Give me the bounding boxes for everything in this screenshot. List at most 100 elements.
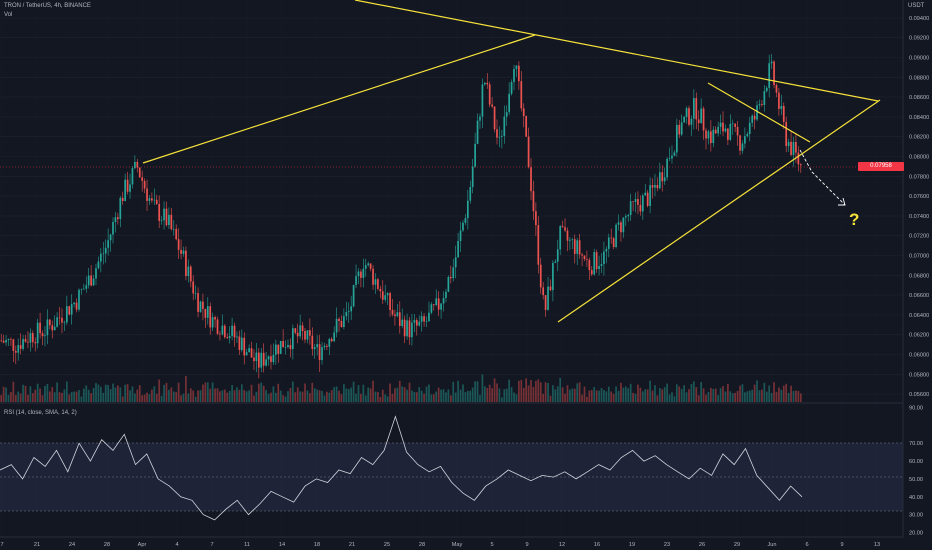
- volume-bar: [194, 396, 197, 402]
- candle-body: [768, 63, 771, 88]
- candle-body: [107, 240, 109, 248]
- volume-bar: [612, 393, 615, 402]
- candle-body: [537, 225, 540, 265]
- candle-body: [223, 325, 226, 338]
- volume-bar: [406, 389, 408, 402]
- candle-body: [415, 320, 418, 326]
- candle-body: [175, 228, 178, 240]
- candle-body: [588, 259, 591, 271]
- candle-body: [518, 65, 520, 82]
- volume-bar: [260, 382, 263, 402]
- candle-body: [471, 166, 474, 188]
- candle-body: [675, 124, 678, 153]
- volume-bar: [121, 396, 124, 402]
- candle-body: [372, 268, 374, 285]
- volume-bar: [753, 384, 756, 402]
- volume-bar: [435, 391, 438, 402]
- volume-bar: [10, 392, 12, 402]
- volume-bar: [31, 393, 34, 402]
- volume-bar: [447, 389, 450, 402]
- volume-bar: [525, 378, 528, 402]
- candle-body: [549, 286, 552, 291]
- candle-body: [751, 115, 754, 123]
- time-tick-label: 21: [349, 542, 355, 548]
- time-tick-label: 16: [594, 542, 600, 548]
- volume-bar: [219, 391, 221, 402]
- candle-body: [486, 82, 489, 85]
- candle-body: [24, 339, 27, 342]
- candle-body: [321, 347, 323, 361]
- candle-body: [304, 331, 306, 340]
- volume-bar: [515, 394, 518, 402]
- time-axis[interactable]: 7 21 24 28 Apr 4 7 11 14 18 21 25 28 May 5 9 12 16 19 23 26 2…: [0, 542, 880, 548]
- volume-bar: [785, 383, 788, 402]
- volume-bar: [518, 380, 520, 402]
- price-tick-label: 0.09000: [909, 55, 929, 61]
- candle-body: [569, 239, 571, 241]
- volume-bar: [214, 388, 216, 402]
- candle-body: [146, 188, 148, 201]
- candle-body: [717, 126, 720, 134]
- candle-body: [525, 115, 528, 137]
- candle-body: [671, 155, 673, 159]
- candle-body: [394, 314, 396, 317]
- candle-body: [27, 341, 29, 343]
- volume-bar: [7, 394, 10, 402]
- volume-bar: [617, 390, 620, 402]
- volume-bar: [39, 388, 41, 402]
- volume-bar: [430, 394, 433, 402]
- candle-body: [627, 214, 630, 217]
- candle-body: [693, 98, 695, 119]
- volume-bar: [508, 379, 510, 402]
- candle-body: [734, 123, 737, 127]
- candle-body: [73, 302, 75, 305]
- candle-body: [491, 104, 493, 107]
- candle-body: [279, 340, 282, 354]
- candle-body: [466, 200, 469, 219]
- volume-label: Vol: [4, 12, 13, 18]
- candle-body: [90, 275, 92, 286]
- volume-bar: [70, 392, 73, 402]
- candle-body: [294, 328, 297, 333]
- candle-body: [539, 264, 542, 288]
- price-tick-label: 0.07000: [909, 253, 929, 259]
- rsi-axis[interactable]: 90.00 70.00 60.00 50.00 40.00 30.00 20.00: [909, 406, 923, 537]
- volume-bar: [90, 393, 92, 402]
- time-tick-label: 11: [244, 542, 250, 548]
- volume-bar: [454, 392, 457, 402]
- volume-bar: [710, 387, 712, 402]
- candle-body: [695, 98, 698, 120]
- candle-body: [214, 317, 216, 320]
- candle-body: [605, 248, 608, 252]
- volume-bar: [362, 384, 365, 402]
- candle-body: [386, 293, 389, 296]
- candle-body: [360, 271, 362, 278]
- volume-bar: [736, 390, 739, 402]
- candle-body: [153, 199, 156, 201]
- candle-body: [413, 320, 416, 323]
- candle-body: [240, 337, 243, 350]
- candle-body: [134, 161, 136, 169]
- price-axis[interactable]: 0.09400 0.09200 0.09000 0.08800 0.08600 0.084…: [909, 16, 929, 398]
- candle-body: [418, 321, 421, 326]
- candle-body: [513, 68, 515, 83]
- volume-bar: [598, 390, 600, 402]
- candle-body: [430, 304, 433, 313]
- volume-bar: [294, 392, 297, 402]
- volume-bar: [189, 388, 192, 402]
- candle-body: [53, 326, 56, 331]
- volume-bar: [309, 393, 311, 402]
- candle-body: [719, 122, 722, 127]
- volume-bar: [483, 386, 486, 402]
- candle-body: [39, 322, 41, 334]
- volume-bar: [24, 385, 27, 402]
- volume-bar: [292, 381, 294, 402]
- volume-bar: [481, 374, 484, 402]
- candle-body: [63, 322, 66, 324]
- candle-body: [206, 306, 209, 318]
- candle-body: [265, 359, 267, 366]
- candle-body: [379, 288, 382, 292]
- candle-body: [790, 141, 792, 155]
- volume-bar: [360, 393, 362, 402]
